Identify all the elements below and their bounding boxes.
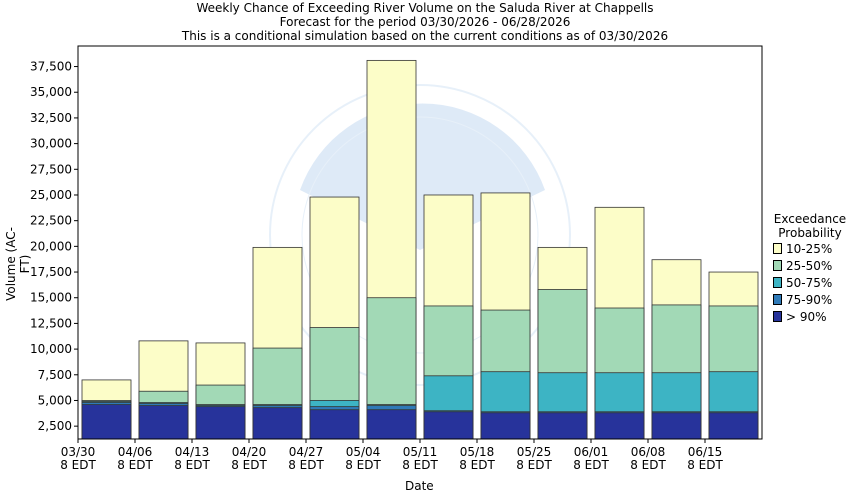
chart-subtitle-period: Forecast for the period 03/30/2026 - 06/… <box>279 15 571 29</box>
legend-item: > 90% <box>770 308 850 325</box>
x-tick-date: 03/30 <box>61 445 96 459</box>
x-tick-date: 05/25 <box>517 445 552 459</box>
y-tick-label: 32,500 <box>30 111 72 125</box>
x-tick-tz: 8 EDT <box>402 458 438 472</box>
x-tick-tz: 8 EDT <box>687 458 723 472</box>
bar-segment-90 <box>195 406 246 440</box>
y-axis-title: Volume (AC-FT) <box>4 227 32 301</box>
x-tick-tz: 8 EDT <box>573 458 609 472</box>
legend-title-line1: Exceedance <box>773 212 847 226</box>
legend-swatch <box>773 294 782 305</box>
legend-label: > 90% <box>786 309 827 324</box>
bar-segment-90 <box>366 409 417 440</box>
y-tick-label: 7,500 <box>38 368 72 382</box>
y-tick-label: 27,500 <box>30 162 72 176</box>
bar-segment-90 <box>423 411 474 440</box>
y-tick-label: 20,000 <box>30 239 72 253</box>
legend-label: 25-50% <box>786 258 833 273</box>
x-tick-date: 04/06 <box>118 445 153 459</box>
bar-segment-90 <box>480 412 531 440</box>
bar-segment-90 <box>81 404 132 440</box>
y-tick-label: 15,000 <box>30 291 72 305</box>
legend-title-line2: Probability <box>778 226 842 240</box>
legend-item: 10-25% <box>770 240 850 257</box>
bar-segment-90 <box>708 412 759 440</box>
bar-segment-90 <box>594 412 645 440</box>
x-tick-tz: 8 EDT <box>231 458 267 472</box>
legend-item: 25-50% <box>770 257 850 274</box>
x-tick-date: 05/18 <box>460 445 495 459</box>
x-tick-tz: 8 EDT <box>516 458 552 472</box>
x-tick-tz: 8 EDT <box>630 458 666 472</box>
x-tick-date: 04/27 <box>289 445 324 459</box>
y-tick-label: 37,500 <box>30 60 72 74</box>
x-tick-date: 04/13 <box>175 445 210 459</box>
x-tick-date: 06/01 <box>574 445 609 459</box>
x-tick-tz: 8 EDT <box>345 458 381 472</box>
x-tick-date: 06/08 <box>631 445 666 459</box>
legend-item: 50-75% <box>770 274 850 291</box>
x-tick-tz: 8 EDT <box>459 458 495 472</box>
x-tick-date: 05/11 <box>403 445 438 459</box>
y-tick-label: 12,500 <box>30 316 72 330</box>
legend-label: 50-75% <box>786 275 833 290</box>
y-tick-label: 25,000 <box>30 188 72 202</box>
bar-segment-90 <box>651 412 702 440</box>
x-tick-tz: 8 EDT <box>174 458 210 472</box>
y-tick-label: 22,500 <box>30 214 72 228</box>
bar-segment-90 <box>252 407 303 440</box>
legend-item: 75-90% <box>770 291 850 308</box>
x-tick-date: 06/15 <box>688 445 723 459</box>
y-tick-label: 17,500 <box>30 265 72 279</box>
y-tick-label: 35,000 <box>30 85 72 99</box>
bar-segment-90 <box>537 412 588 440</box>
chart-subtitle-conditions: This is a conditional simulation based o… <box>181 29 669 43</box>
y-tick-label: 5,000 <box>38 393 72 407</box>
x-tick-tz: 8 EDT <box>60 458 96 472</box>
legend-swatch <box>773 260 782 271</box>
x-tick-date: 04/20 <box>232 445 267 459</box>
legend-label: 10-25% <box>786 241 833 256</box>
legend-swatch <box>773 311 782 322</box>
x-tick-tz: 8 EDT <box>117 458 153 472</box>
x-tick-date: 05/04 <box>346 445 381 459</box>
x-tick-tz: 8 EDT <box>288 458 324 472</box>
y-tick-label: 10,000 <box>30 342 72 356</box>
bar-segment-90 <box>309 409 360 440</box>
x-axis-title: Date <box>405 479 434 493</box>
y-tick-label: 30,000 <box>30 137 72 151</box>
bar-segment-90 <box>138 405 189 440</box>
chart-title: Weekly Chance of Exceeding River Volume … <box>196 1 654 15</box>
y-tick-label: 2,500 <box>38 419 72 433</box>
legend: Exceedance Probability 10-25% 25-50% 50-75… <box>770 212 850 325</box>
legend-swatch <box>773 243 782 254</box>
legend-label: 75-90% <box>786 292 833 307</box>
legend-swatch <box>773 277 782 288</box>
